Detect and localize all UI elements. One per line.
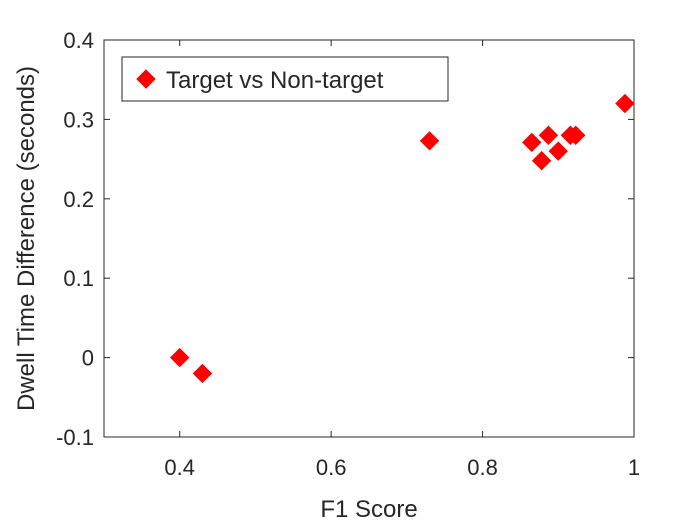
y-tick-label: 0.3: [63, 107, 94, 132]
data-point-diamond: [548, 141, 568, 161]
x-tick-label: 0.4: [164, 455, 195, 480]
legend-label: Target vs Non-target: [166, 67, 384, 94]
x-axis-label: F1 Score: [320, 496, 417, 523]
x-axis-ticks: 0.4 0.6 0.8 1: [164, 40, 640, 480]
y-tick-label: 0.1: [63, 266, 94, 291]
data-point-diamond: [192, 363, 213, 384]
data-point-diamond: [170, 347, 190, 368]
x-tick-label: 1: [628, 455, 640, 480]
data-point-diamond: [615, 93, 635, 114]
y-tick-label: 0: [82, 346, 94, 371]
data-point-diamond: [565, 125, 586, 145]
legend-marker-diamond: [136, 69, 156, 89]
data-point-diamond: [538, 125, 559, 145]
y-tick-label: 0.4: [63, 28, 94, 53]
y-axis-ticks: -0.1 0 0.1 0.2 0.3 0.4: [56, 28, 634, 450]
x-tick-label: 0.8: [467, 455, 498, 480]
y-tick-label: -0.1: [56, 425, 94, 450]
plot-area-box: [103, 39, 635, 438]
legend-box: [121, 56, 449, 102]
data-point-diamond: [419, 131, 440, 151]
data-point-diamond: [522, 132, 542, 153]
axes: [103, 39, 635, 438]
data-points: [170, 93, 635, 384]
y-axis-label: Dwell Time Difference (seconds): [13, 66, 40, 411]
y-tick-label: 0.2: [63, 187, 94, 212]
x-tick-label: 0.6: [316, 455, 347, 480]
data-point-diamond: [531, 150, 552, 171]
legend: Target vs Non-target: [121, 56, 449, 102]
